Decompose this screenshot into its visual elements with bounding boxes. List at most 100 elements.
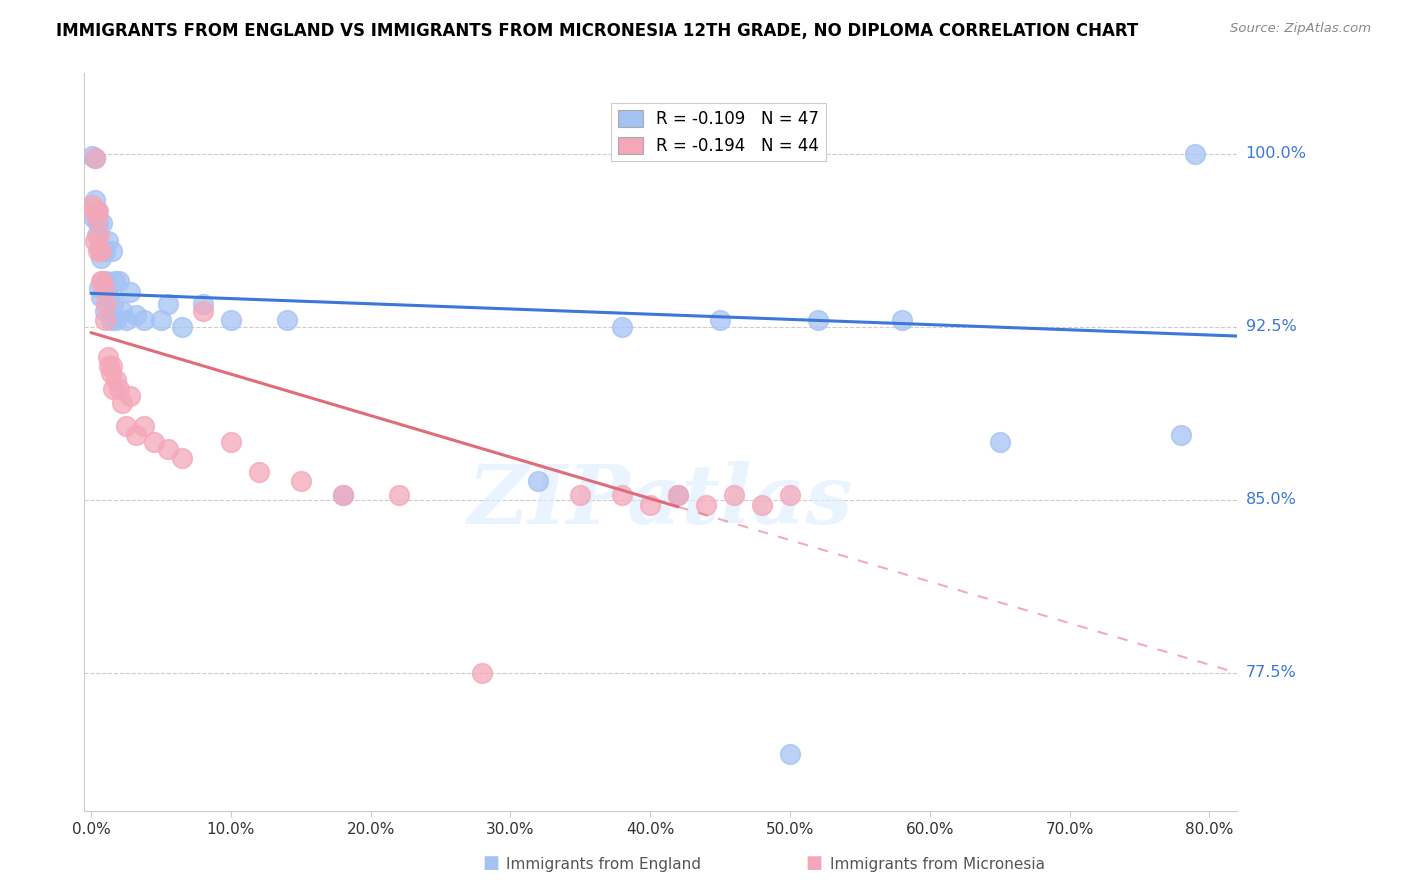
- Point: [779, 488, 801, 502]
- Point: [332, 488, 354, 502]
- Text: IMMIGRANTS FROM ENGLAND VS IMMIGRANTS FROM MICRONESIA 12TH GRADE, NO DIPLOMA COR: IMMIGRANTS FROM ENGLAND VS IMMIGRANTS FR…: [56, 22, 1139, 40]
- Point: [108, 382, 131, 396]
- Text: 100.0%: 100.0%: [1246, 146, 1306, 161]
- Point: [666, 488, 689, 502]
- Point: [666, 488, 689, 502]
- Point: [111, 303, 134, 318]
- Point: [98, 290, 121, 304]
- Point: [82, 149, 104, 163]
- Point: [84, 152, 107, 166]
- Text: 85.0%: 85.0%: [1246, 492, 1296, 508]
- Point: [695, 498, 717, 512]
- Point: [332, 488, 354, 502]
- Legend: R = -0.109   N = 47, R = -0.194   N = 44: R = -0.109 N = 47, R = -0.194 N = 44: [612, 103, 825, 161]
- Point: [387, 488, 409, 502]
- Point: [84, 152, 107, 166]
- Point: [219, 435, 242, 450]
- Point: [90, 274, 112, 288]
- Text: ZIPatlas: ZIPatlas: [468, 461, 853, 541]
- Point: [612, 488, 634, 502]
- Point: [96, 297, 118, 311]
- Point: [170, 319, 193, 334]
- Point: [87, 216, 110, 230]
- Text: ■: ■: [482, 855, 499, 872]
- Point: [723, 488, 745, 502]
- Point: [134, 313, 156, 327]
- Point: [108, 274, 131, 288]
- Point: [709, 313, 731, 327]
- Point: [105, 313, 128, 327]
- Point: [94, 303, 117, 318]
- Point: [527, 475, 550, 489]
- Point: [638, 498, 661, 512]
- Point: [156, 442, 179, 457]
- Point: [100, 313, 122, 327]
- Point: [103, 297, 125, 311]
- Point: [890, 313, 912, 327]
- Point: [83, 211, 105, 226]
- Point: [149, 313, 172, 327]
- Point: [86, 211, 108, 226]
- Point: [988, 435, 1011, 450]
- Point: [111, 396, 134, 410]
- Text: Immigrants from England: Immigrants from England: [506, 857, 702, 872]
- Point: [93, 280, 115, 294]
- Point: [247, 465, 270, 479]
- Text: Immigrants from Micronesia: Immigrants from Micronesia: [830, 857, 1045, 872]
- Point: [120, 389, 142, 403]
- Point: [104, 274, 127, 288]
- Point: [142, 435, 165, 450]
- Point: [91, 216, 114, 230]
- Point: [93, 280, 115, 294]
- Point: [94, 313, 117, 327]
- Point: [86, 204, 108, 219]
- Point: [125, 308, 148, 322]
- Point: [134, 419, 156, 434]
- Point: [276, 313, 298, 327]
- Text: ■: ■: [806, 855, 823, 872]
- Point: [807, 313, 830, 327]
- Point: [86, 227, 108, 242]
- Point: [90, 251, 112, 265]
- Point: [89, 280, 111, 294]
- Point: [91, 244, 114, 258]
- Point: [751, 498, 773, 512]
- Text: Source: ZipAtlas.com: Source: ZipAtlas.com: [1230, 22, 1371, 36]
- Point: [1170, 428, 1192, 442]
- Point: [98, 359, 121, 373]
- Point: [101, 244, 124, 258]
- Point: [290, 475, 312, 489]
- Point: [191, 297, 214, 311]
- Point: [115, 313, 138, 327]
- Point: [96, 274, 118, 288]
- Point: [471, 665, 494, 680]
- Point: [83, 204, 105, 219]
- Point: [219, 313, 242, 327]
- Point: [84, 235, 107, 249]
- Point: [89, 239, 111, 253]
- Point: [569, 488, 592, 502]
- Point: [89, 227, 111, 242]
- Point: [87, 204, 110, 219]
- Point: [103, 382, 125, 396]
- Point: [191, 303, 214, 318]
- Point: [101, 359, 124, 373]
- Point: [90, 290, 112, 304]
- Point: [1184, 146, 1206, 161]
- Point: [612, 319, 634, 334]
- Point: [779, 747, 801, 761]
- Text: 92.5%: 92.5%: [1246, 319, 1296, 334]
- Point: [105, 373, 128, 387]
- Point: [91, 274, 114, 288]
- Point: [84, 193, 107, 207]
- Point: [125, 428, 148, 442]
- Point: [87, 244, 110, 258]
- Point: [156, 297, 179, 311]
- Point: [97, 350, 120, 364]
- Text: 77.5%: 77.5%: [1246, 665, 1296, 681]
- Point: [170, 451, 193, 466]
- Point: [82, 197, 104, 211]
- Point: [115, 419, 138, 434]
- Point: [90, 244, 112, 258]
- Point: [120, 285, 142, 300]
